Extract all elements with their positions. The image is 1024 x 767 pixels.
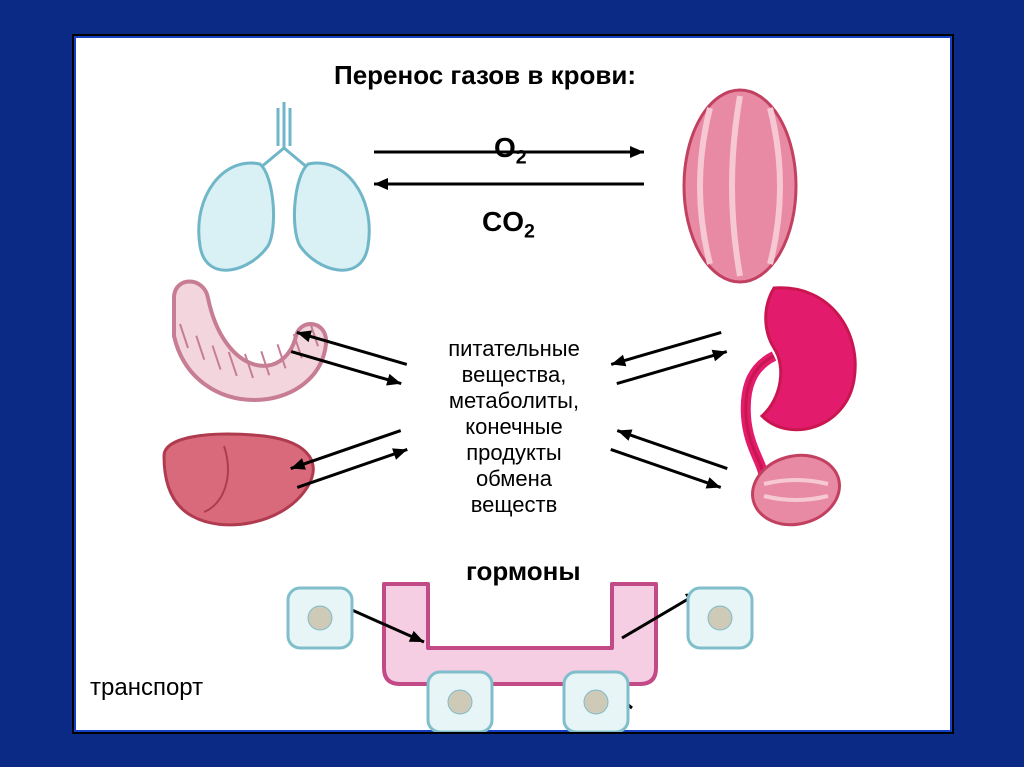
co2-label: CO2 xyxy=(482,206,535,244)
intestine-icon xyxy=(174,282,326,401)
lungs-icon xyxy=(199,102,369,270)
o2-label: O2 xyxy=(494,132,527,170)
slide-background: Перенос газов в крови: O2 CO2 питательны… xyxy=(0,0,1024,767)
cell-icon xyxy=(688,588,752,648)
cell-icon xyxy=(564,672,628,732)
muscle-icon xyxy=(684,90,796,282)
cell-icon xyxy=(288,588,352,648)
title-label: Перенос газов в крови: xyxy=(334,60,636,91)
transport-label: транспорт xyxy=(90,674,203,702)
hormones-label: гормоны xyxy=(466,556,581,587)
mid-text: питательныевещества,метаболиты,конечныеп… xyxy=(424,336,604,518)
cell-icon xyxy=(428,672,492,732)
kidney-icon xyxy=(746,288,855,480)
blood-vessel-icon xyxy=(384,584,656,684)
diagram-panel: Перенос газов в крови: O2 CO2 питательны… xyxy=(72,34,954,734)
liver-icon xyxy=(164,434,313,525)
